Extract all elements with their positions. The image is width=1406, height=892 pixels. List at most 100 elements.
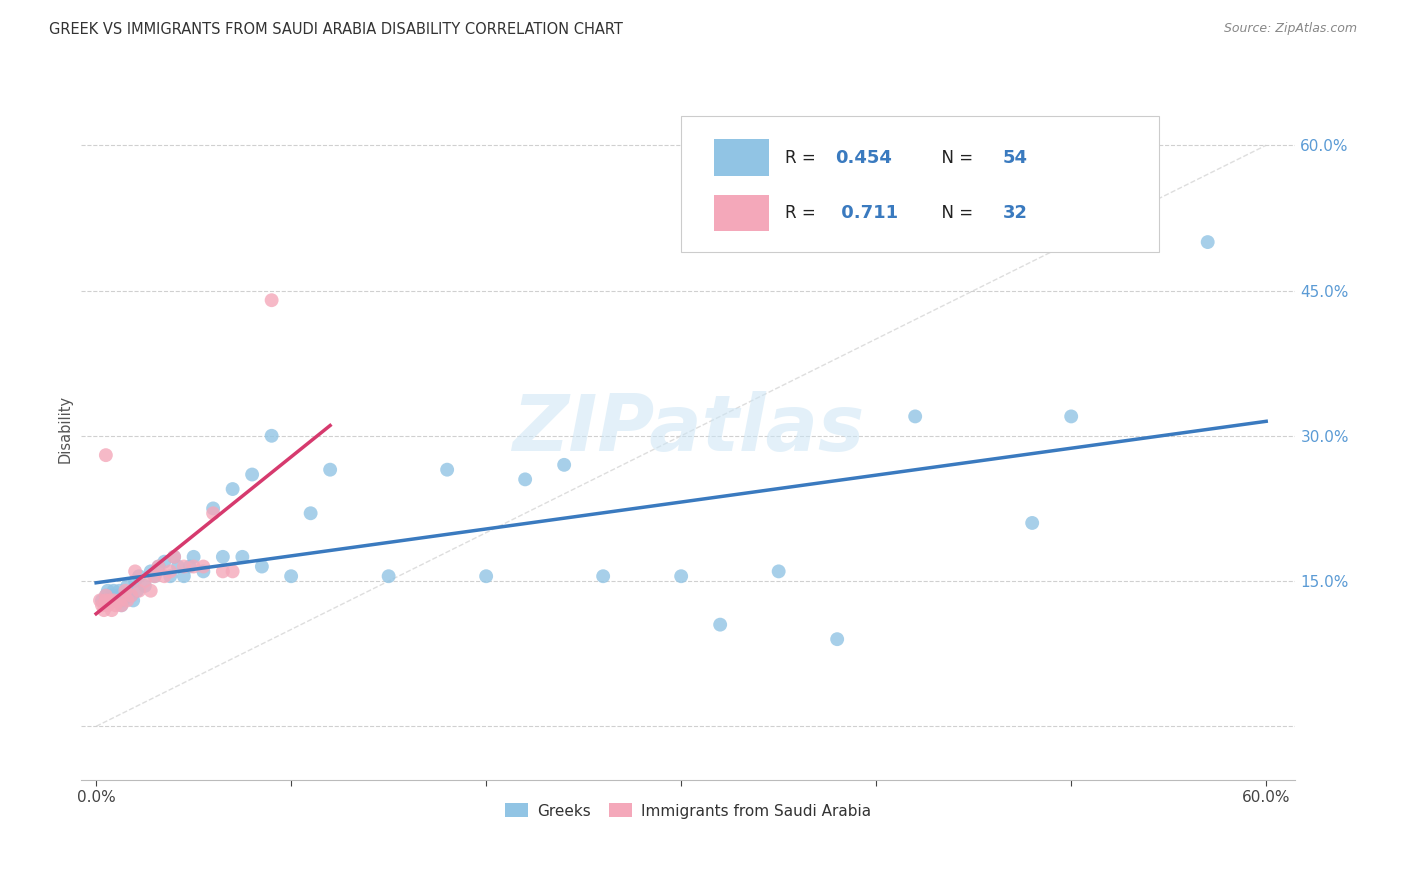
Point <box>134 579 156 593</box>
Text: N =: N = <box>931 149 979 167</box>
Point <box>108 593 131 607</box>
Text: 54: 54 <box>1002 149 1028 167</box>
Point <box>212 549 235 564</box>
Point <box>100 603 122 617</box>
Point <box>134 574 156 588</box>
Point <box>163 549 186 564</box>
Point <box>436 463 458 477</box>
Point <box>93 603 115 617</box>
Point <box>143 569 166 583</box>
Point <box>153 569 176 583</box>
Point <box>260 429 283 443</box>
Text: R =: R = <box>785 204 821 222</box>
Point <box>97 599 120 613</box>
Point <box>104 593 127 607</box>
Point <box>89 593 111 607</box>
Point <box>193 565 215 579</box>
Text: Source: ZipAtlas.com: Source: ZipAtlas.com <box>1223 22 1357 36</box>
Text: 32: 32 <box>1002 204 1028 222</box>
Point <box>179 559 201 574</box>
Point <box>128 583 150 598</box>
Point <box>94 593 117 607</box>
Point <box>91 593 114 607</box>
Point <box>1197 235 1219 249</box>
Text: N =: N = <box>931 204 979 222</box>
Point <box>193 559 215 574</box>
Point <box>221 482 243 496</box>
Point <box>139 565 162 579</box>
Point <box>159 569 181 583</box>
Point <box>117 593 139 607</box>
Point <box>110 599 132 613</box>
Point <box>128 569 150 583</box>
Point <box>125 583 148 598</box>
Point <box>1060 409 1083 424</box>
Point <box>110 599 132 613</box>
Point <box>143 569 166 583</box>
Text: R =: R = <box>785 149 821 167</box>
Point <box>107 589 129 603</box>
Point <box>260 293 283 308</box>
Text: GREEK VS IMMIGRANTS FROM SAUDI ARABIA DISABILITY CORRELATION CHART: GREEK VS IMMIGRANTS FROM SAUDI ARABIA DI… <box>49 22 623 37</box>
Point <box>202 501 225 516</box>
Point <box>98 593 121 607</box>
Point <box>319 463 342 477</box>
Point <box>94 589 117 603</box>
Point <box>97 583 120 598</box>
Point <box>122 593 145 607</box>
Point <box>114 589 136 603</box>
Text: 0.711: 0.711 <box>835 204 898 222</box>
Point <box>669 569 692 583</box>
Point <box>120 589 142 603</box>
Point <box>515 472 537 486</box>
Point <box>98 593 121 607</box>
Point <box>120 589 142 603</box>
Point <box>94 448 117 462</box>
Point <box>221 565 243 579</box>
Point <box>148 559 170 574</box>
Point <box>904 409 927 424</box>
Point <box>153 555 176 569</box>
Bar <box>714 194 769 231</box>
Point <box>103 593 125 607</box>
FancyBboxPatch shape <box>681 116 1159 252</box>
Point <box>163 549 186 564</box>
Bar <box>714 139 769 177</box>
Point <box>112 593 135 607</box>
Point <box>114 583 136 598</box>
Y-axis label: Disability: Disability <box>58 394 72 463</box>
Point <box>108 583 131 598</box>
Point <box>103 583 125 598</box>
Point <box>91 599 114 613</box>
Point <box>167 559 190 574</box>
Point <box>377 569 399 583</box>
Text: ZIPatlas: ZIPatlas <box>512 391 865 467</box>
Point <box>231 549 253 564</box>
Point <box>183 549 205 564</box>
Point <box>250 559 273 574</box>
Point <box>173 559 195 574</box>
Point <box>825 632 848 647</box>
Point <box>299 506 322 520</box>
Point <box>159 565 181 579</box>
Point <box>117 579 139 593</box>
Point <box>475 569 498 583</box>
Point <box>212 565 235 579</box>
Point <box>183 559 205 574</box>
Point <box>104 599 127 613</box>
Point <box>124 574 146 588</box>
Point <box>240 467 263 482</box>
Point <box>94 589 117 603</box>
Point <box>709 617 731 632</box>
Text: 0.454: 0.454 <box>835 149 891 167</box>
Point <box>202 506 225 520</box>
Legend: Greeks, Immigrants from Saudi Arabia: Greeks, Immigrants from Saudi Arabia <box>499 797 877 824</box>
Point <box>148 559 170 574</box>
Point <box>100 589 122 603</box>
Point <box>280 569 302 583</box>
Point <box>124 565 146 579</box>
Point <box>139 583 162 598</box>
Point <box>553 458 575 472</box>
Point <box>173 569 195 583</box>
Point <box>768 565 790 579</box>
